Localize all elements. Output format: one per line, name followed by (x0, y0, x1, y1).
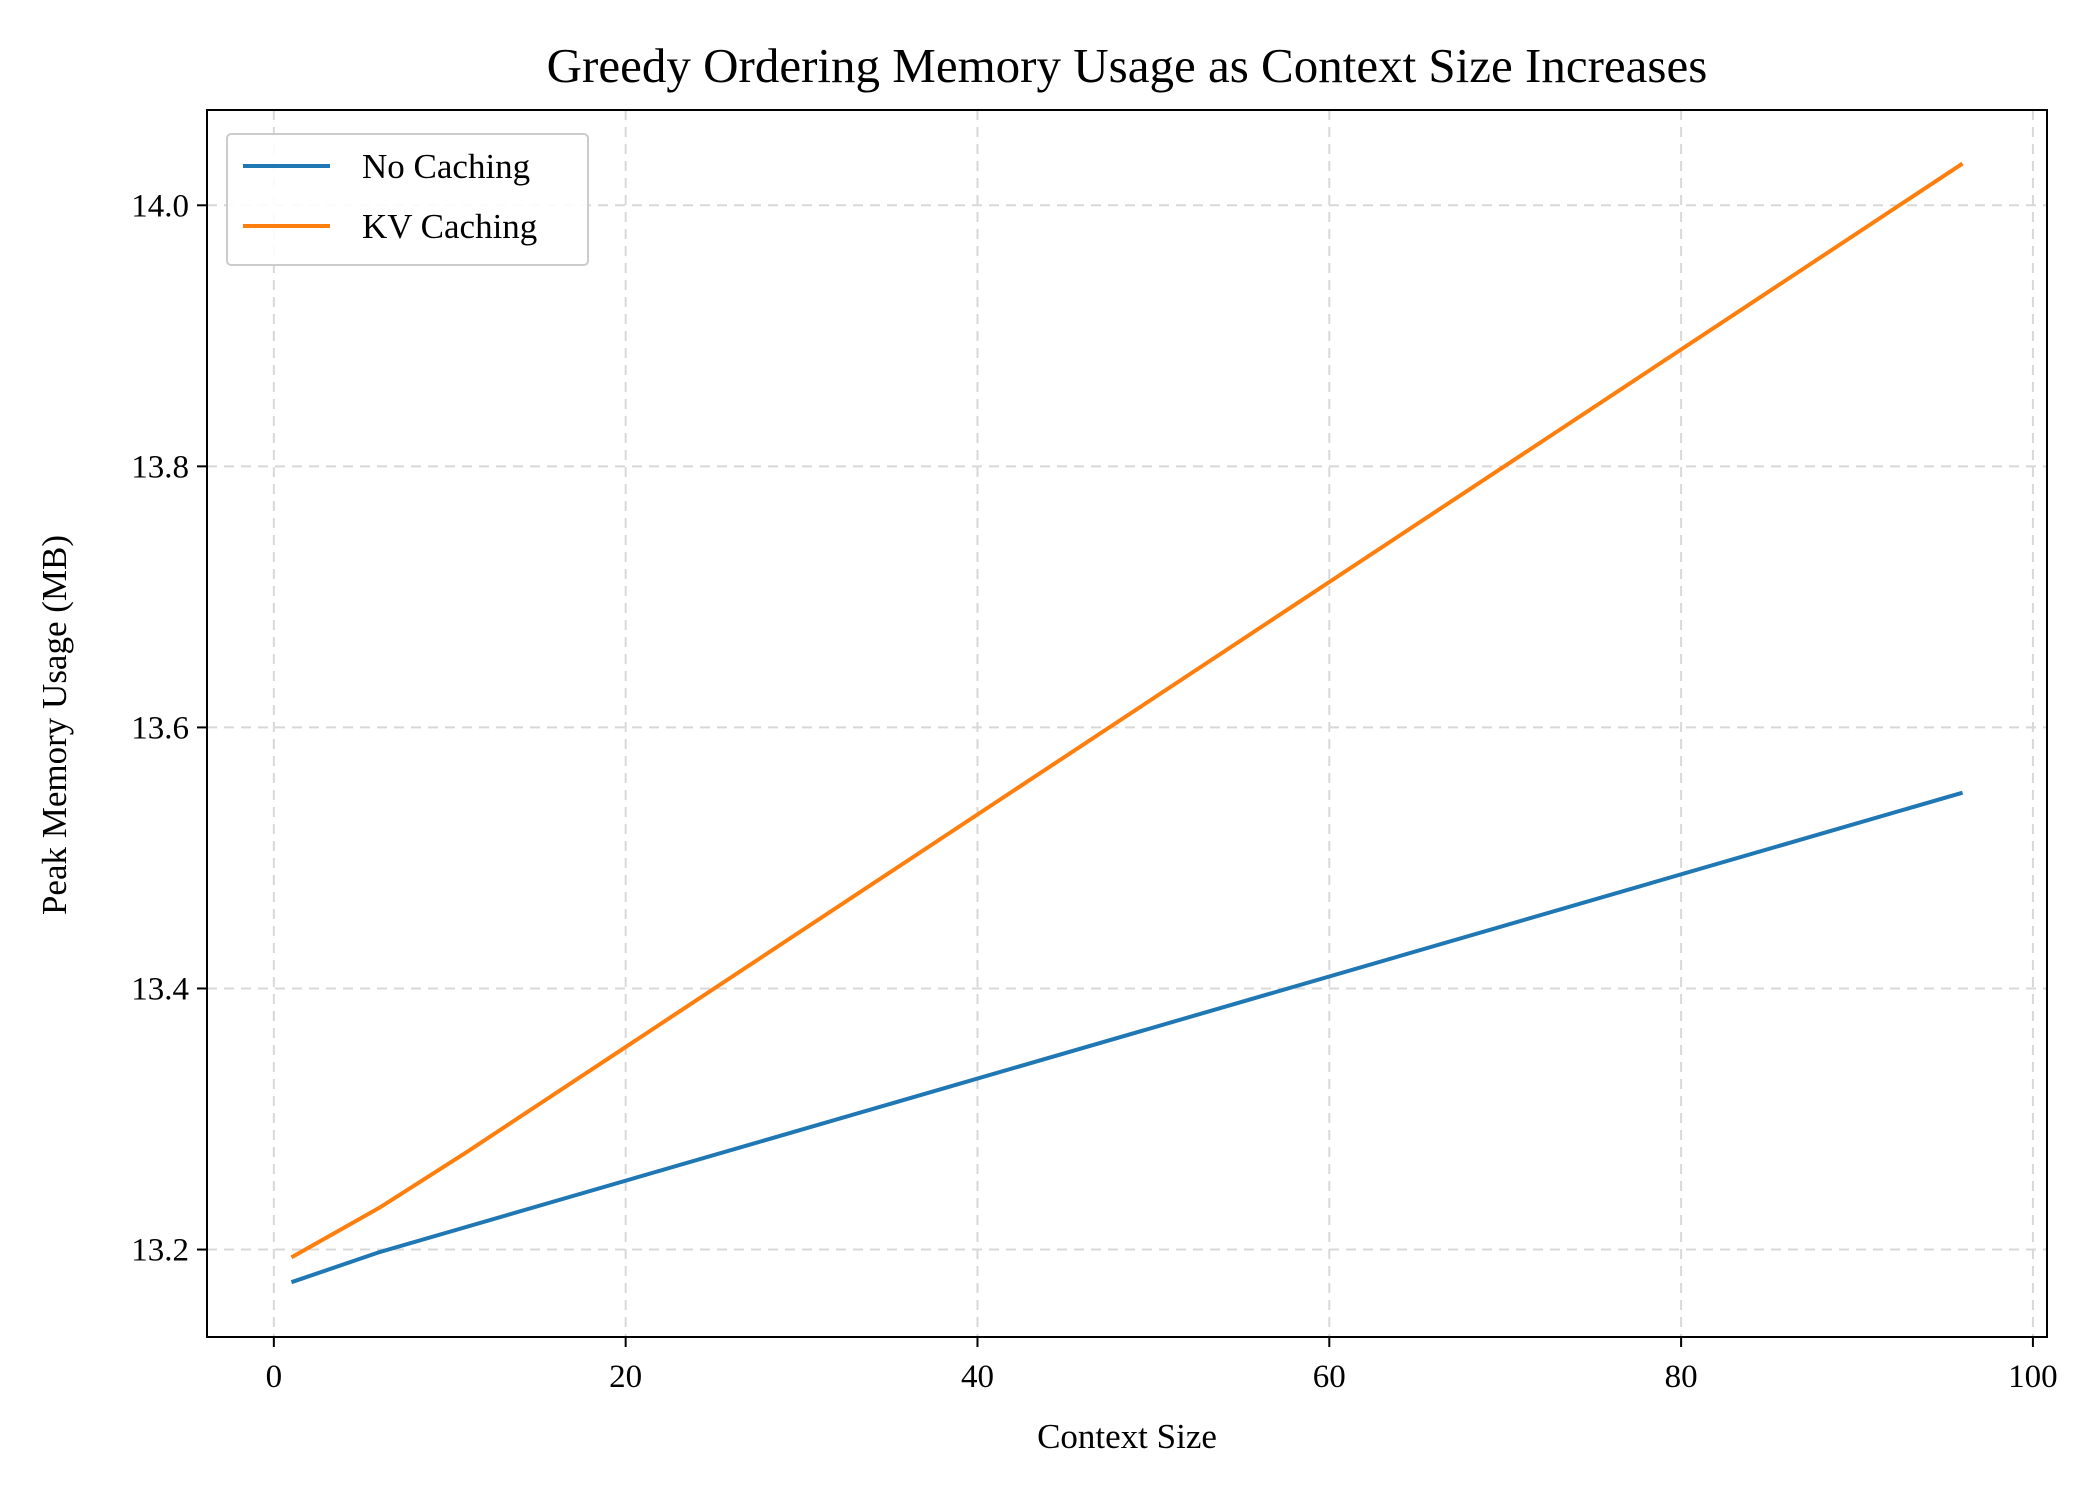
y-tick-label: 13.8 (131, 449, 189, 485)
x-tick-label: 80 (1665, 1359, 1698, 1395)
series-line-no-caching (290, 790, 1964, 1285)
legend: No Caching KV Caching (226, 133, 589, 266)
x-tick-label: 20 (609, 1359, 642, 1395)
series-line-kv-caching (290, 161, 1964, 1260)
plot-frame (206, 109, 2048, 1338)
y-tick-label: 13.2 (131, 1233, 189, 1269)
axes (197, 109, 2048, 1347)
y-tick-label: 13.4 (131, 971, 189, 1007)
y-tick-label: 13.6 (131, 710, 189, 746)
x-tick-label: 100 (2008, 1359, 2058, 1395)
chart-title: Greedy Ordering Memory Usage as Context … (547, 38, 1708, 93)
x-axis-label: Context Size (1037, 1417, 1217, 1456)
y-tick-label: 14.0 (131, 188, 189, 224)
x-tick-label: 0 (266, 1359, 283, 1395)
series-lines (290, 161, 1964, 1285)
legend-label-no-caching: No Caching (362, 147, 530, 186)
tick-labels: 0 20 40 60 80 100 13.2 13.4 13.6 13.8 14.0 (131, 188, 2057, 1395)
y-axis-label: Peak Memory Usage (MB) (35, 535, 74, 915)
x-tick-label: 60 (1313, 1359, 1346, 1395)
grid-lines (207, 110, 2047, 1337)
legend-label-kv-caching: KV Caching (362, 207, 537, 246)
x-tick-label: 40 (961, 1359, 994, 1395)
